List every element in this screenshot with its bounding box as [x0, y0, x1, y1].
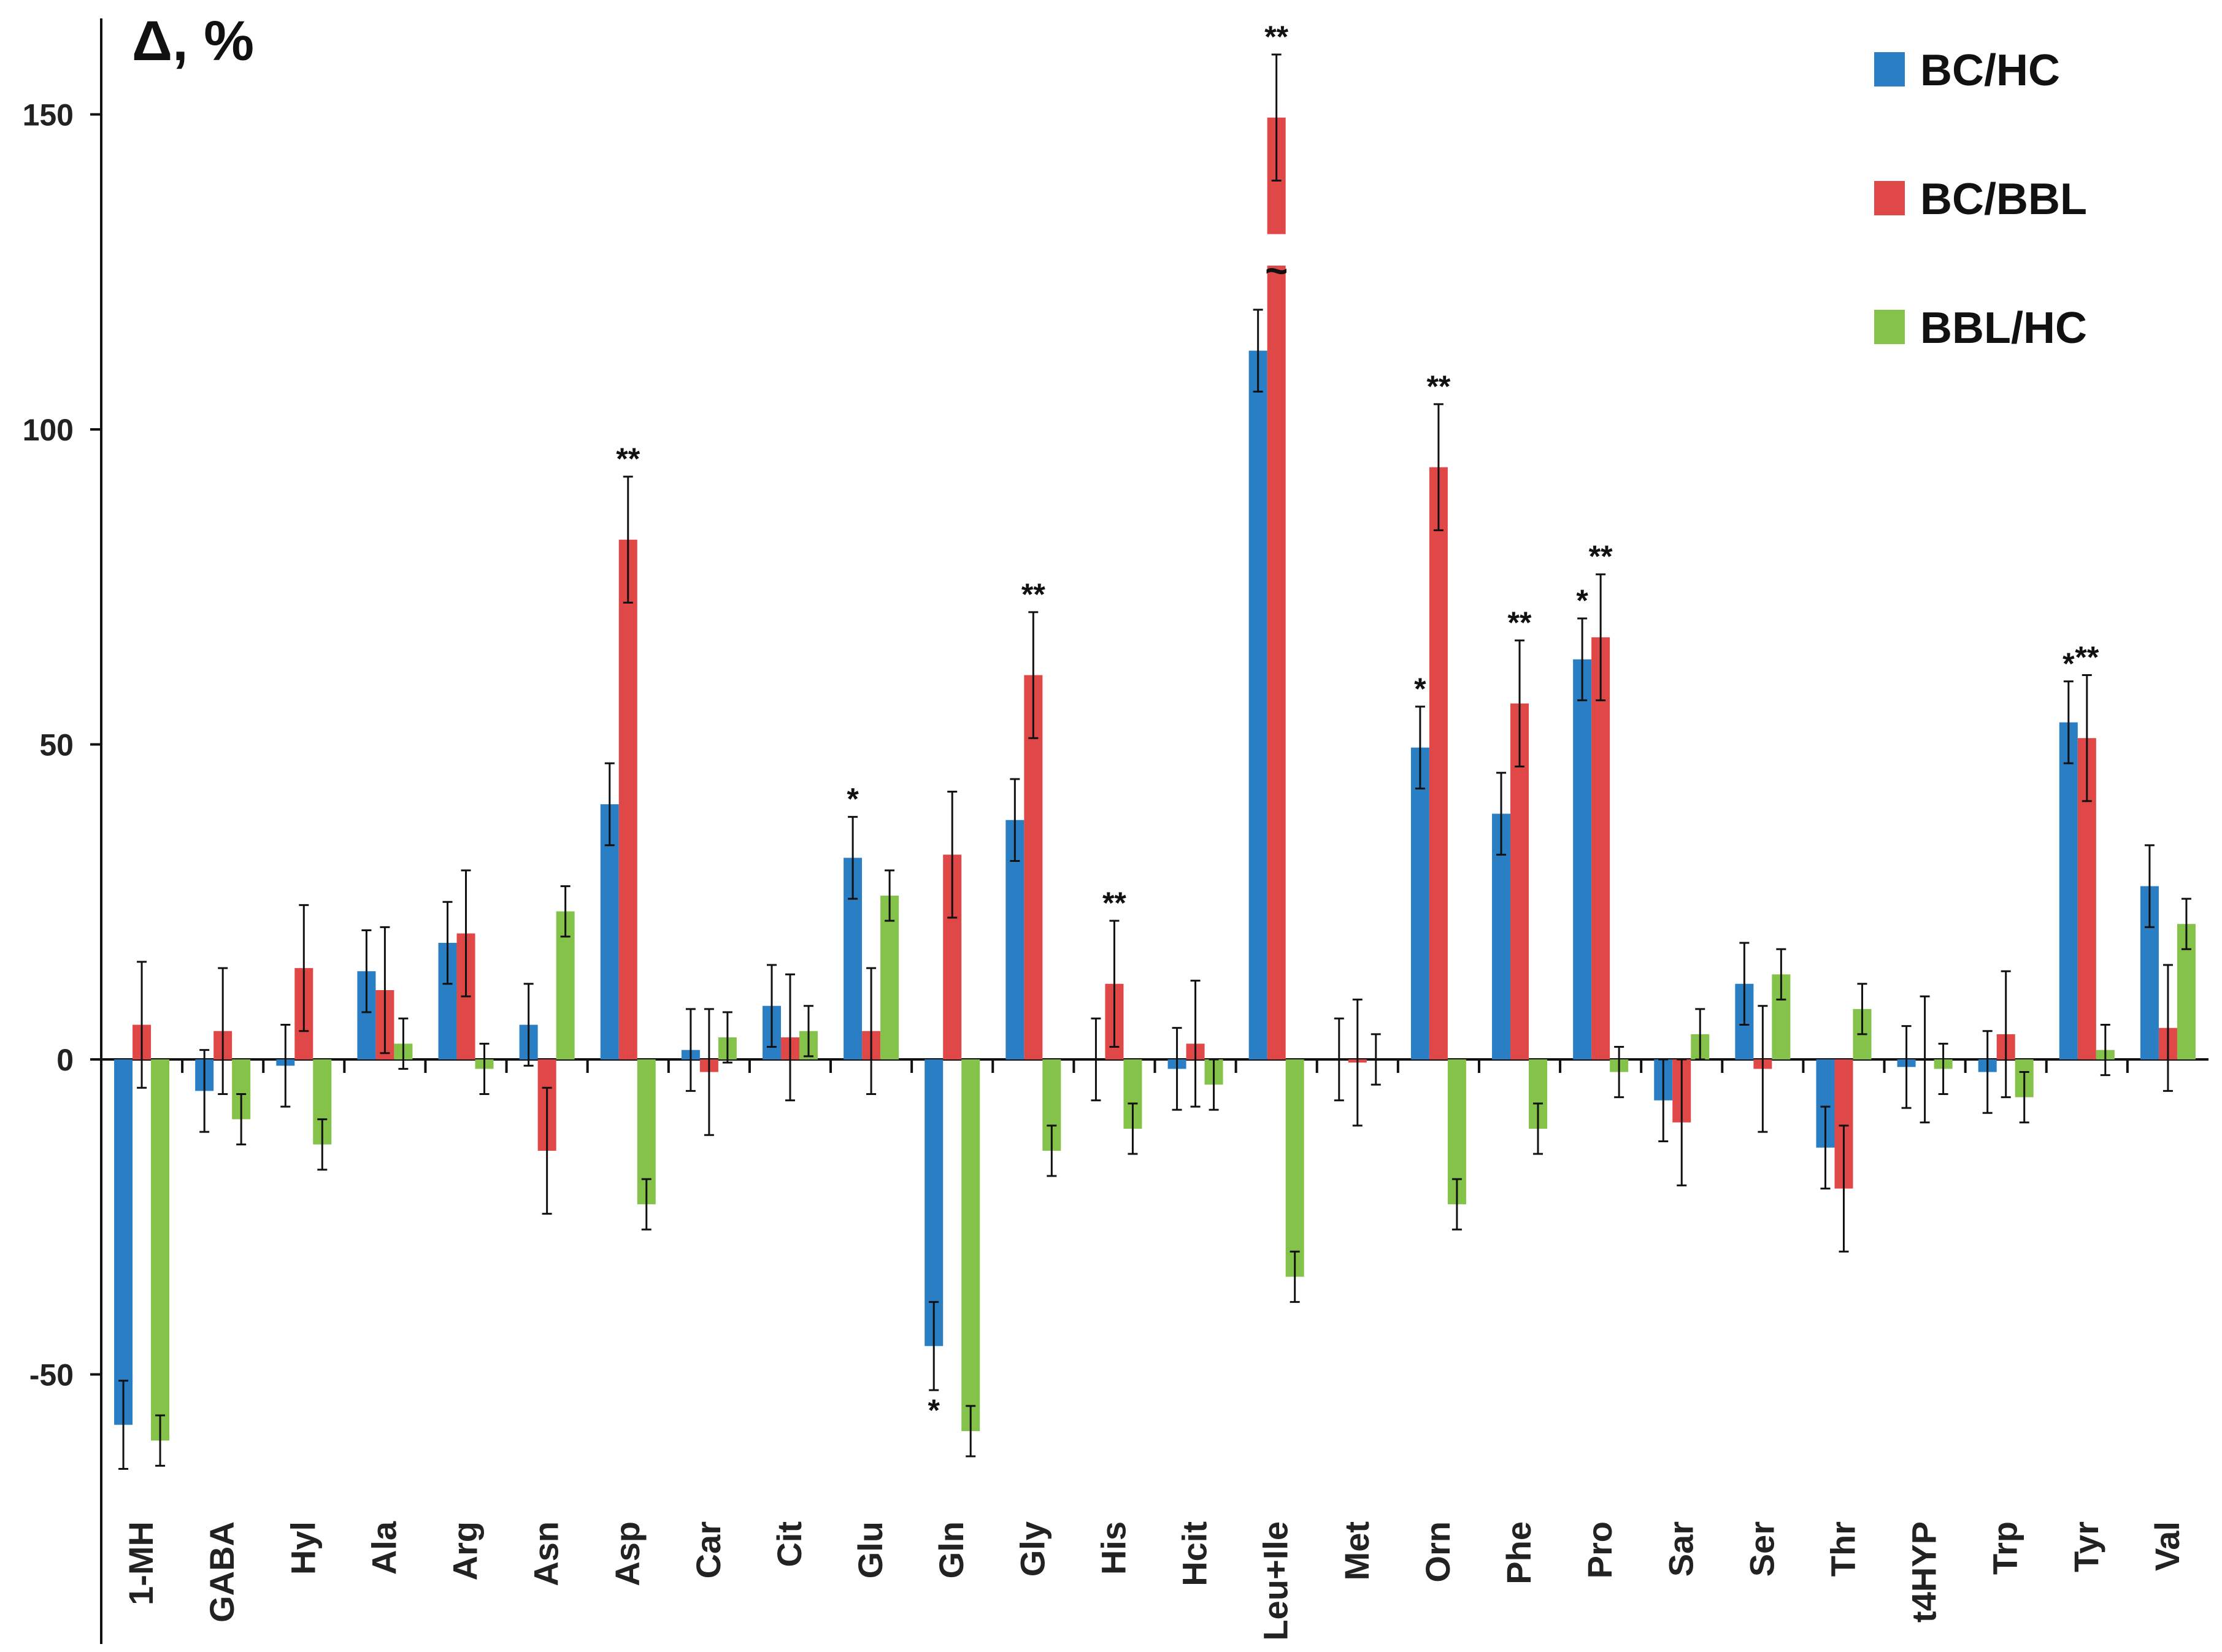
category-label: Orn [1418, 1521, 1457, 1583]
significance-marker: ** [1508, 605, 1532, 640]
significance-marker: ** [2075, 640, 2099, 675]
axis-break-symbol: ~ [1265, 248, 1288, 293]
bar-bbl-hc [880, 895, 899, 1059]
category-label: Gly [1013, 1521, 1051, 1577]
significance-marker: * [1414, 672, 1426, 706]
category-label: Arg [446, 1521, 485, 1580]
legend-label: BC/HC [1920, 46, 2060, 95]
bar-bc-hc [2059, 722, 2078, 1059]
legend-swatch [1874, 181, 1905, 215]
category-label: Glu [851, 1521, 890, 1578]
significance-marker: ** [1589, 539, 1613, 574]
bar-bc-bbl [1267, 117, 1286, 1059]
labels-layer: 1-MH GABA Hyl Ala Arg Asn Asp Car Cit Glu Gln Gly Hi… [121, 20, 2186, 1641]
category-label: Met [1337, 1521, 1376, 1580]
category-label: Ala [364, 1521, 403, 1575]
legend-swatch [1874, 310, 1905, 344]
y-tick-label: 100 [23, 413, 74, 447]
category-label: Tyr [2067, 1521, 2105, 1572]
significance-marker: ** [1264, 20, 1288, 54]
bar-bbl-hc [1285, 1059, 1304, 1277]
y-axis-label: Δ, % [132, 10, 254, 72]
bar-bc-hc [600, 804, 619, 1059]
category-label: Gln [932, 1521, 971, 1578]
bar-bbl-hc [961, 1059, 980, 1431]
category-label: 1-MH [121, 1521, 160, 1605]
significance-marker: * [928, 1393, 940, 1427]
bar-bc-hc [925, 1059, 944, 1347]
category-label: GABA [202, 1521, 241, 1623]
category-label: Car [689, 1521, 728, 1578]
category-label: Asp [608, 1521, 647, 1586]
legend-swatch [1874, 52, 1905, 86]
category-label: Val [2148, 1521, 2186, 1571]
category-label: His [1094, 1521, 1132, 1575]
y-tick-label: 50 [39, 728, 74, 763]
category-label: Ser [1742, 1521, 1781, 1577]
bar-bc-bbl [1024, 675, 1043, 1059]
bar-bc-bbl [618, 539, 637, 1059]
bar-bc-bbl [1429, 467, 1448, 1059]
bar-bc-hc [1410, 747, 1429, 1059]
significance-marker: ** [1426, 369, 1450, 404]
category-label: Sar [1661, 1521, 1700, 1577]
category-label: Phe [1499, 1521, 1538, 1585]
y-tick-label: -50 [29, 1358, 74, 1393]
category-label: Asn [527, 1521, 566, 1586]
significance-marker: ** [616, 442, 640, 476]
category-label: t4HYP [1905, 1521, 1943, 1623]
significance-marker: ** [1102, 886, 1126, 920]
category-label: Pro [1580, 1521, 1619, 1578]
error-bars-layer [118, 53, 2191, 1470]
category-label: Cit [770, 1521, 809, 1567]
axis-break-gap [1266, 234, 1287, 266]
bar-bc-hc [1573, 659, 1592, 1059]
bar-bbl-hc [151, 1059, 170, 1441]
bar-bc-bbl [1591, 637, 1610, 1059]
significance-marker: * [2062, 647, 2075, 681]
legend: BC/HC BC/BBL BBL/HC [1874, 46, 2087, 353]
bar-bc-hc [1248, 350, 1267, 1059]
significance-marker: * [847, 782, 859, 816]
category-label: Trp [1986, 1521, 2024, 1575]
significance-marker: * [1576, 583, 1588, 618]
bar-bc-hc [114, 1059, 133, 1425]
category-label: Leu+Ile [1256, 1521, 1295, 1641]
legend-label: BC/BBL [1920, 175, 2087, 224]
category-label: Hcit [1175, 1521, 1214, 1586]
category-label: Thr [1823, 1521, 1862, 1577]
legend-label: BBL/HC [1920, 304, 2087, 353]
y-tick-label: 0 [56, 1043, 74, 1077]
category-label: Hyl [283, 1521, 322, 1575]
significance-marker: ** [1021, 577, 1045, 612]
y-tick-label: 150 [23, 98, 74, 133]
